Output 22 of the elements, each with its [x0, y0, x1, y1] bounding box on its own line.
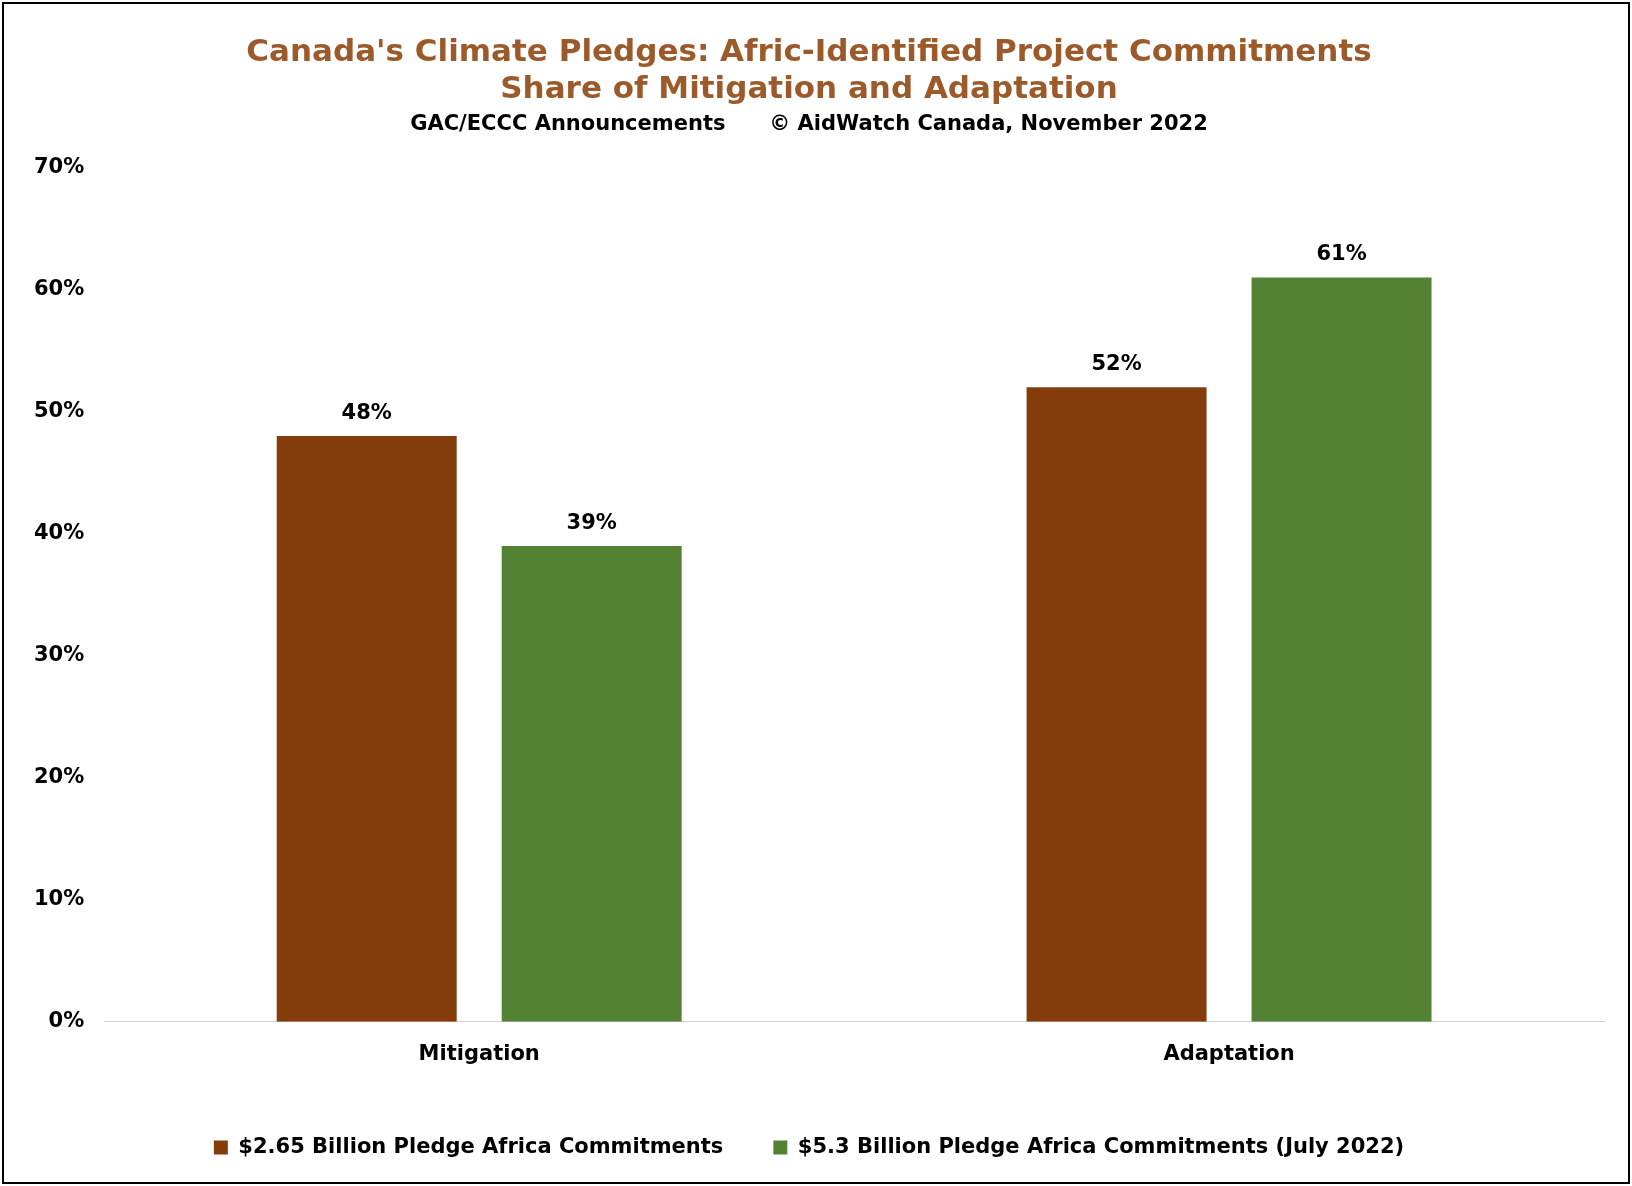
text: 39% [566, 509, 617, 534]
text: 48% [341, 400, 392, 425]
x-tick-label: Mitigation [418, 1040, 540, 1065]
legend-label: $2.65 Billion Pledge Africa Commitments [238, 1133, 724, 1158]
chart-title: Canada's Climate Pledges: Afric-Identified Project Commitments Share of Mitigation and Adaptation [246, 31, 1372, 105]
y-tick-label: 70% [34, 154, 85, 179]
bar [1251, 277, 1432, 1022]
chart-subtitle: GAC/ECCC Announcements © AidWatch Canada, November 2022 [410, 111, 1208, 136]
y-tick-label: 0% [48, 1008, 85, 1033]
y-tick-label: 50% [34, 398, 85, 423]
y-tick-label: 20% [34, 764, 85, 789]
y-tick-label: 40% [34, 520, 85, 545]
bar [276, 436, 457, 1022]
bar [501, 545, 682, 1022]
text: 52% [1091, 351, 1142, 376]
y-tick-label: 30% [34, 642, 85, 667]
bar [1026, 387, 1207, 1022]
legend-label: $5.3 Billion Pledge Africa Commitments (July 2022) [797, 1133, 1405, 1158]
x-tick-label: Adaptation [1163, 1040, 1295, 1065]
y-tick-label: 60% [34, 276, 85, 301]
text: 61% [1316, 241, 1367, 266]
y-tick-label: 10% [34, 886, 85, 911]
